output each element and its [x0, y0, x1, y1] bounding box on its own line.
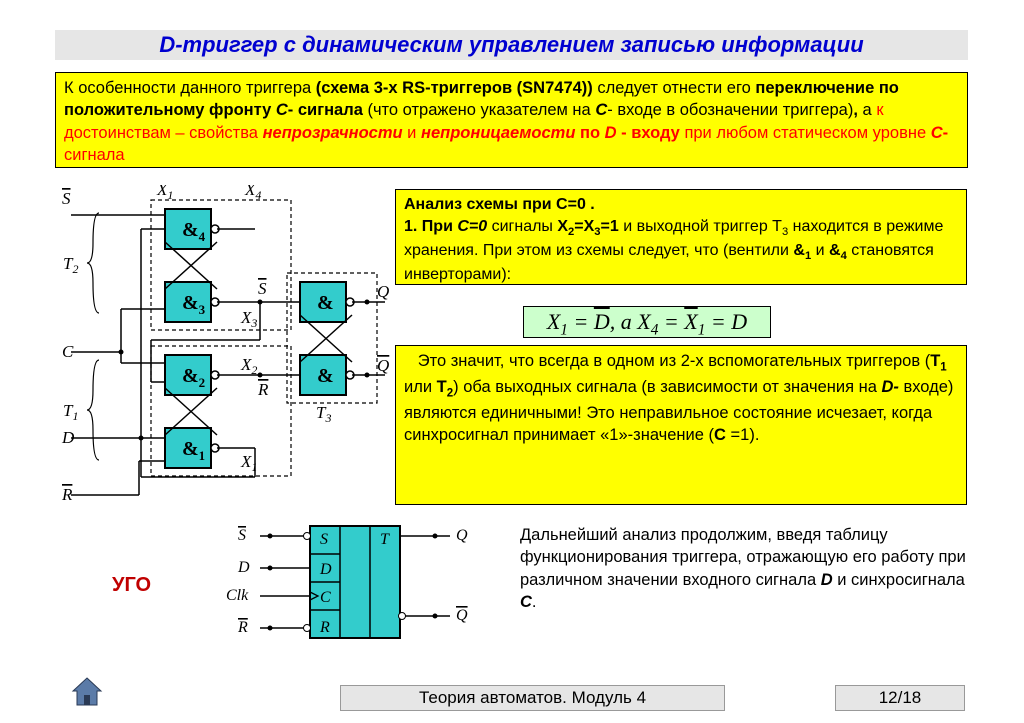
- page-number: 12/18: [835, 685, 965, 711]
- main-circuit: &4&3&2&1&& S C D R: [55, 185, 390, 515]
- explanation-box: Это значит, что всегда в одном из 2-х вс…: [395, 345, 967, 505]
- formula-box: X1 = D, а X4 = X1 = D: [523, 306, 771, 338]
- svg-text:&: &: [317, 365, 334, 387]
- svg-text:Q: Q: [377, 356, 389, 375]
- analysis-box: Анализ схемы при С=0 .1. При С=0 сигналы…: [395, 189, 967, 285]
- intro-text: К особенности данного триггера (схема 3-…: [64, 79, 948, 164]
- svg-text:S: S: [238, 527, 246, 544]
- svg-text:R: R: [237, 619, 248, 636]
- svg-text:D: D: [237, 559, 250, 576]
- intro-box: К особенности данного триггера (схема 3-…: [55, 72, 968, 168]
- svg-text:T: T: [380, 531, 390, 548]
- continuation-box: Дальнейший анализ продолжим, введя табли…: [520, 524, 966, 620]
- svg-text:R: R: [61, 485, 73, 504]
- home-icon[interactable]: [70, 675, 104, 709]
- svg-text:C: C: [62, 342, 74, 361]
- svg-text:C: C: [320, 589, 331, 606]
- svg-text:T3: T3: [316, 403, 331, 425]
- slide-title: D-триггер с динамическим управлением зап…: [55, 30, 968, 60]
- svg-text:Q: Q: [456, 527, 468, 544]
- continuation-text: Дальнейший анализ продолжим, введя табли…: [520, 526, 966, 611]
- ugo-label: УГО: [112, 574, 151, 597]
- svg-text:&: &: [317, 292, 334, 314]
- svg-text:R: R: [319, 619, 330, 636]
- svg-text:T1: T1: [63, 401, 78, 423]
- svg-text:D: D: [319, 561, 332, 578]
- formula-text: X1 = D, а X4 = X1 = D: [547, 309, 747, 334]
- svg-text:S: S: [320, 531, 328, 548]
- svg-text:X2: X2: [240, 355, 257, 377]
- analysis-text: Анализ схемы при С=0 .1. При С=0 сигналы…: [404, 196, 943, 283]
- ugo-circuit: S D C R T S D Clk R Q Q: [220, 516, 510, 656]
- footer-module: Теория автоматов. Модуль 4: [340, 685, 725, 711]
- svg-text:X3: X3: [240, 308, 257, 330]
- explanation-text: Это значит, что всегда в одном из 2-х вс…: [404, 352, 953, 444]
- svg-text:T2: T2: [63, 254, 78, 276]
- svg-text:Clk: Clk: [226, 587, 249, 604]
- svg-text:D: D: [61, 428, 75, 447]
- svg-text:Q: Q: [377, 282, 389, 301]
- svg-text:S: S: [62, 189, 71, 208]
- svg-text:Q: Q: [456, 607, 468, 624]
- svg-text:S: S: [258, 279, 267, 298]
- svg-text:R: R: [257, 380, 269, 399]
